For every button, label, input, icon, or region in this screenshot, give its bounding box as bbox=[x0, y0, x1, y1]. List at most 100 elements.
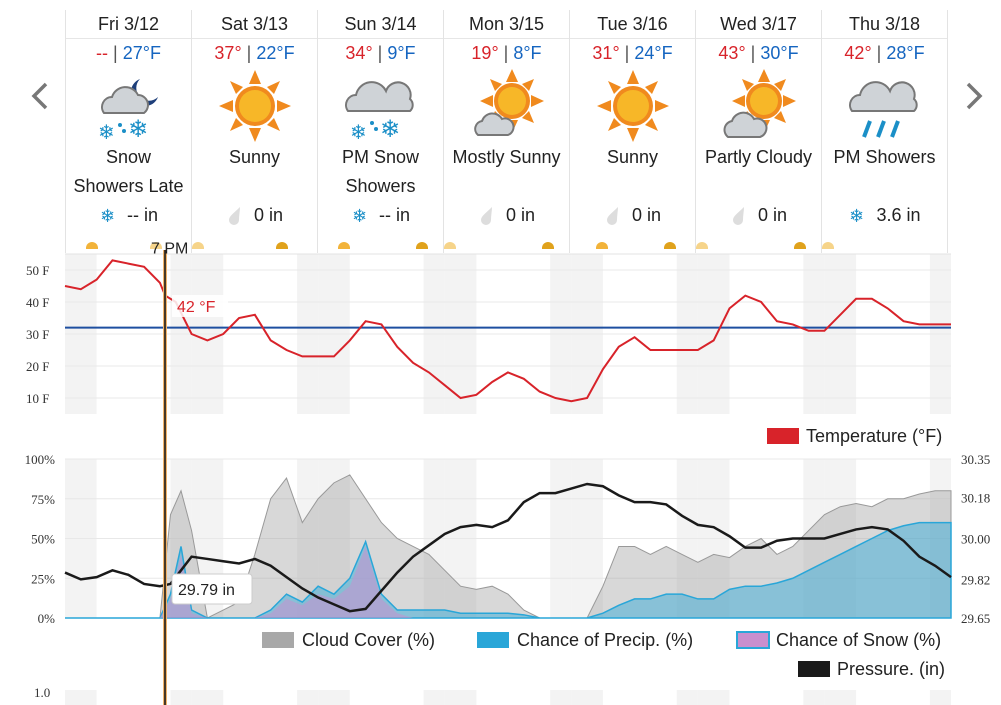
snow-showers-night-icon: ❄ ❄ bbox=[66, 69, 191, 143]
day-condition: Sunny bbox=[228, 147, 281, 167]
day-temps: 42° | 28°F bbox=[844, 43, 925, 63]
day-precip: ❄ -- in bbox=[100, 205, 158, 227]
sunset-icon bbox=[822, 242, 834, 249]
pressure-legend-label: Pressure. (in) bbox=[837, 659, 945, 679]
chevron-left-icon bbox=[31, 82, 48, 110]
sunset-icon bbox=[664, 242, 676, 249]
night-band bbox=[170, 690, 192, 705]
day-header: Thu 3/18 bbox=[822, 10, 947, 39]
next-days-button[interactable] bbox=[962, 80, 986, 112]
pressure-legend-swatch bbox=[798, 661, 830, 677]
svg-text:❄: ❄ bbox=[849, 206, 864, 225]
sunrise-icon bbox=[542, 242, 554, 249]
day-precip: ❄ 3.6 in bbox=[848, 205, 921, 227]
day-header: Wed 3/17 bbox=[696, 10, 821, 39]
high-temp: 34° bbox=[345, 43, 373, 63]
chevron-right-icon bbox=[966, 82, 983, 110]
day-card[interactable]: Wed 3/17 43° | 30°F Partly Cloudy 0 in bbox=[696, 10, 822, 253]
cursor-pressure-box bbox=[171, 573, 253, 605]
night-band bbox=[697, 690, 730, 705]
day-precip: 0 in bbox=[444, 201, 569, 229]
day-temps: 19° | 8°F bbox=[471, 43, 542, 63]
night-band bbox=[571, 690, 603, 705]
day-condition: Partly Cloudy bbox=[704, 147, 813, 167]
raindrop-icon bbox=[730, 205, 750, 225]
pressure-tick-label: 29.65 bbox=[961, 611, 990, 626]
low-temp: 28°F bbox=[886, 43, 925, 63]
day-card[interactable]: Mon 3/15 19° | 8°F Mostly Sunny 0 in bbox=[444, 10, 570, 253]
temp-tick-label: 50 F bbox=[26, 263, 49, 278]
sunrise-icon bbox=[338, 242, 350, 249]
night-band bbox=[550, 690, 572, 705]
day-temps: 31° | 24°F bbox=[592, 43, 673, 63]
pressure-tick-label: 30.35 bbox=[961, 452, 990, 467]
day-card[interactable]: Sat 3/13 37° | 22°F Sunny 0 in bbox=[192, 10, 318, 253]
night-band bbox=[423, 690, 445, 705]
night-band bbox=[65, 690, 97, 705]
percent-tick-label: 0% bbox=[38, 611, 56, 626]
snow-chance-area bbox=[65, 546, 951, 618]
sunset-icon bbox=[444, 242, 456, 249]
day-card[interactable]: Tue 3/16 31° | 24°F Sunny 0 in bbox=[570, 10, 696, 253]
sunrise-icon bbox=[276, 242, 288, 249]
high-temp: 31° bbox=[592, 43, 620, 63]
partly-cloudy-icon bbox=[696, 69, 821, 143]
svg-text:❄: ❄ bbox=[100, 206, 115, 225]
svg-text:❄: ❄ bbox=[98, 120, 115, 143]
day-precip: ❄ -- in bbox=[352, 205, 410, 227]
temperature-line bbox=[64, 259, 951, 403]
high-temp: 19° bbox=[471, 43, 499, 63]
svg-text:❄: ❄ bbox=[380, 115, 400, 143]
day-header: Sat 3/13 bbox=[192, 10, 317, 39]
sunset-icon bbox=[696, 242, 708, 249]
snow-legend-swatch bbox=[736, 631, 770, 649]
prev-days-button[interactable] bbox=[28, 80, 52, 112]
sunset-icon bbox=[416, 242, 428, 249]
day-card[interactable]: Thu 3/18 42° | 28°F PM Showers ❄ 3.6 in bbox=[822, 10, 948, 253]
cursor-time-label: 7 PM bbox=[151, 240, 188, 257]
daily-forecast-strip: Fri 3/12 -- | 27°F ❄ ❄ Snow Showers Late … bbox=[65, 10, 952, 253]
night-band bbox=[676, 690, 698, 705]
night-band bbox=[444, 690, 477, 705]
temp-tick-label: 10 F bbox=[26, 391, 49, 406]
day-condition: PM Showers bbox=[833, 147, 936, 167]
precip-legend-label: Chance of Precip. (%) bbox=[517, 630, 693, 650]
night-band bbox=[929, 690, 951, 705]
night-band bbox=[297, 690, 319, 705]
sun-icon bbox=[570, 69, 695, 143]
raindrop-icon bbox=[604, 205, 624, 225]
temp-tick-label: 30 F bbox=[26, 327, 49, 342]
day-precip: 0 in bbox=[192, 201, 317, 229]
sunset-icon bbox=[150, 242, 162, 249]
pressure-tick-label: 29.82 bbox=[961, 572, 990, 587]
high-temp: -- bbox=[96, 43, 109, 63]
high-temp: 42° bbox=[844, 43, 872, 63]
percent-tick-label: 50% bbox=[31, 532, 55, 547]
mostly-sunny-icon bbox=[444, 69, 569, 143]
day-condition: PM Snow Showers bbox=[341, 147, 420, 196]
sun-icon bbox=[192, 69, 317, 143]
precip-chance-area bbox=[65, 521, 952, 619]
sunrise-icon bbox=[596, 242, 608, 249]
hourly-charts[interactable]: 50 F 40 F 30 F 20 F 10 F Temperature (°F) 10… bbox=[0, 240, 1001, 705]
raindrop-icon bbox=[226, 205, 246, 225]
percent-tick-label: 75% bbox=[31, 492, 55, 507]
snowflake-icon: ❄ bbox=[848, 205, 868, 227]
day-card[interactable]: Fri 3/12 -- | 27°F ❄ ❄ Snow Showers Late … bbox=[66, 10, 192, 253]
cloud-legend-label: Cloud Cover (%) bbox=[302, 630, 435, 650]
temperature-legend-label: Temperature (°F) bbox=[806, 426, 942, 446]
snow-legend-label: Chance of Snow (%) bbox=[776, 630, 941, 650]
cursor-temp-label: 42 °F bbox=[177, 299, 216, 316]
sunrise-icon bbox=[794, 242, 806, 249]
day-header: Tue 3/16 bbox=[570, 10, 695, 39]
temp-tick-label: 20 F bbox=[26, 359, 49, 374]
day-header: Sun 3/14 bbox=[318, 10, 443, 39]
day-condition: Mostly Sunny bbox=[452, 147, 561, 167]
percent-tick-label: 25% bbox=[31, 571, 55, 586]
svg-text:❄: ❄ bbox=[352, 206, 367, 225]
pressure-tick-label: 30.00 bbox=[961, 532, 990, 547]
day-card[interactable]: Sun 3/14 34° | 9°F ❄ ❄ PM Snow Showers ❄ -… bbox=[318, 10, 444, 253]
day-header: Fri 3/12 bbox=[66, 10, 191, 39]
day-condition: Snow Showers Late bbox=[73, 147, 184, 196]
day-condition: Sunny bbox=[606, 147, 659, 167]
